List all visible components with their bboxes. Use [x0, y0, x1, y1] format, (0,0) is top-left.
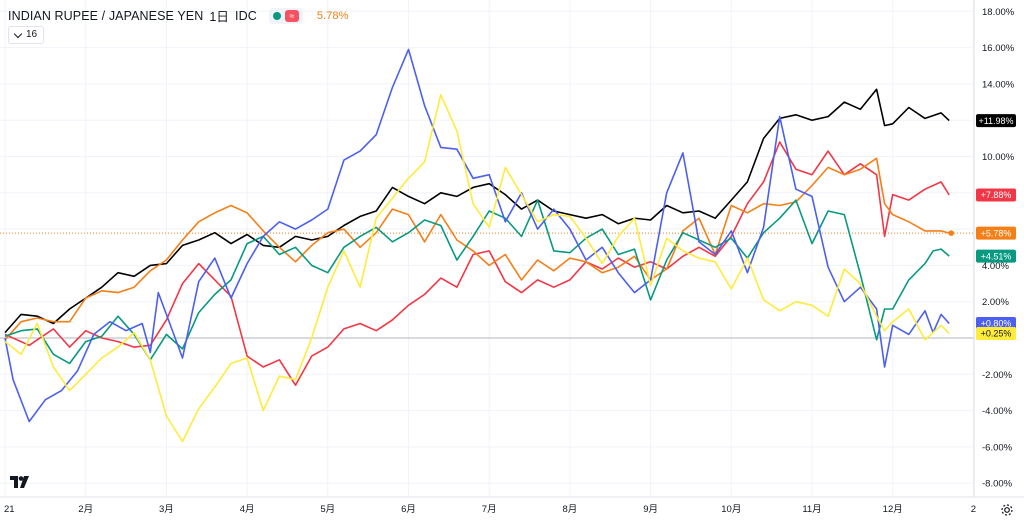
series-layer — [4, 48, 950, 443]
x-tick-label: 2 — [971, 504, 976, 515]
x-tick-label: 11月 — [802, 504, 821, 515]
y-tick-label: -2.00% — [982, 370, 1013, 381]
x-tick-label: 8月 — [563, 504, 578, 515]
badge-value: +0.25% — [981, 329, 1012, 339]
badge-background — [976, 226, 1016, 240]
badge-value: +5.78% — [981, 228, 1012, 238]
y-tick-label: 16.00% — [982, 43, 1015, 54]
badge-value: +7.88% — [981, 190, 1012, 200]
series-value-badge-4: +4.51% — [976, 249, 1016, 263]
series-value-badge-2: +7.88% — [976, 188, 1016, 202]
badge-background — [976, 249, 1016, 263]
y-tick-label: -8.00% — [982, 479, 1013, 490]
x-tick-label: 5月 — [320, 504, 335, 515]
badge-background — [976, 188, 1016, 202]
symbol-legend[interactable]: INDIAN RUPEE / JAPANESE YEN 1日 IDC ≈ 5.7… — [8, 6, 349, 25]
interval-label[interactable]: 1日 — [209, 10, 230, 24]
indicator-count: 16 — [26, 29, 38, 40]
badge-background — [976, 114, 1016, 128]
y-tick-label: -6.00% — [982, 442, 1013, 453]
market-status[interactable]: ≈ — [268, 7, 303, 24]
series-value-badge-5: +0.80% — [976, 316, 1016, 330]
series-line-4[interactable] — [4, 199, 950, 365]
badge-value: +0.80% — [981, 319, 1012, 329]
series-line-1[interactable] — [4, 88, 950, 334]
badge-value: +11.98% — [978, 116, 1013, 126]
x-tick-label: 10月 — [721, 504, 741, 515]
grid-lines — [0, 0, 974, 497]
series-line-5[interactable] — [4, 48, 950, 423]
chevron-down-icon — [13, 29, 23, 38]
price-axis[interactable]: -8.00%-6.00%-4.00%-2.00%2.00%4.00%8.00%1… — [982, 7, 1015, 490]
exchange-label: IDC — [235, 8, 257, 23]
badge-background — [976, 326, 1016, 340]
series-line-3[interactable] — [4, 157, 950, 341]
y-tick-label: -4.00% — [982, 406, 1013, 417]
y-tick-label: 14.00% — [982, 79, 1015, 90]
time-axis[interactable]: 21 2月 3月 4月 5月 6月 7月 8月 9月 10月 11月 12月 2 — [4, 504, 976, 515]
last-value-dot — [948, 230, 954, 236]
tradingview-logo-icon[interactable] — [10, 476, 30, 491]
badge-background — [976, 316, 1016, 330]
indicators-toggle-button[interactable]: 16 — [8, 26, 45, 44]
x-tick-label: 6月 — [401, 504, 416, 515]
series-value-badges: +11.98% +7.88% +5.78% +4.51% +0.80%+0.25% — [976, 114, 1016, 340]
x-tick-label: 9月 — [643, 504, 658, 515]
series-line-6[interactable] — [4, 94, 950, 443]
x-tick-label: 21 — [4, 504, 15, 515]
y-tick-label: 4.00% — [982, 261, 1009, 272]
last-change-value: 5.78% — [316, 9, 349, 22]
series-value-badge-1: +11.98% — [976, 114, 1016, 128]
y-tick-label: 18.00% — [982, 7, 1015, 18]
gear-icon[interactable] — [1000, 503, 1014, 517]
x-tick-label: 4月 — [240, 504, 255, 515]
x-tick-label: 12月 — [883, 504, 903, 515]
market-open-icon — [272, 11, 281, 20]
badge-value: +4.51% — [981, 251, 1012, 261]
series-value-badge-3: +5.78% — [976, 226, 1016, 240]
symbol-name: INDIAN RUPEE / JAPANESE YEN — [8, 8, 204, 23]
series-line-2[interactable] — [4, 141, 950, 386]
x-tick-label: 3月 — [159, 504, 174, 515]
x-tick-label: 7月 — [482, 504, 497, 515]
data-status-icon: ≈ — [284, 9, 299, 22]
y-tick-label: 2.00% — [982, 297, 1009, 308]
x-tick-label: 2月 — [78, 504, 93, 515]
series-value-badge-6: +0.25% — [976, 326, 1016, 340]
y-tick-label: 10.00% — [982, 152, 1015, 163]
